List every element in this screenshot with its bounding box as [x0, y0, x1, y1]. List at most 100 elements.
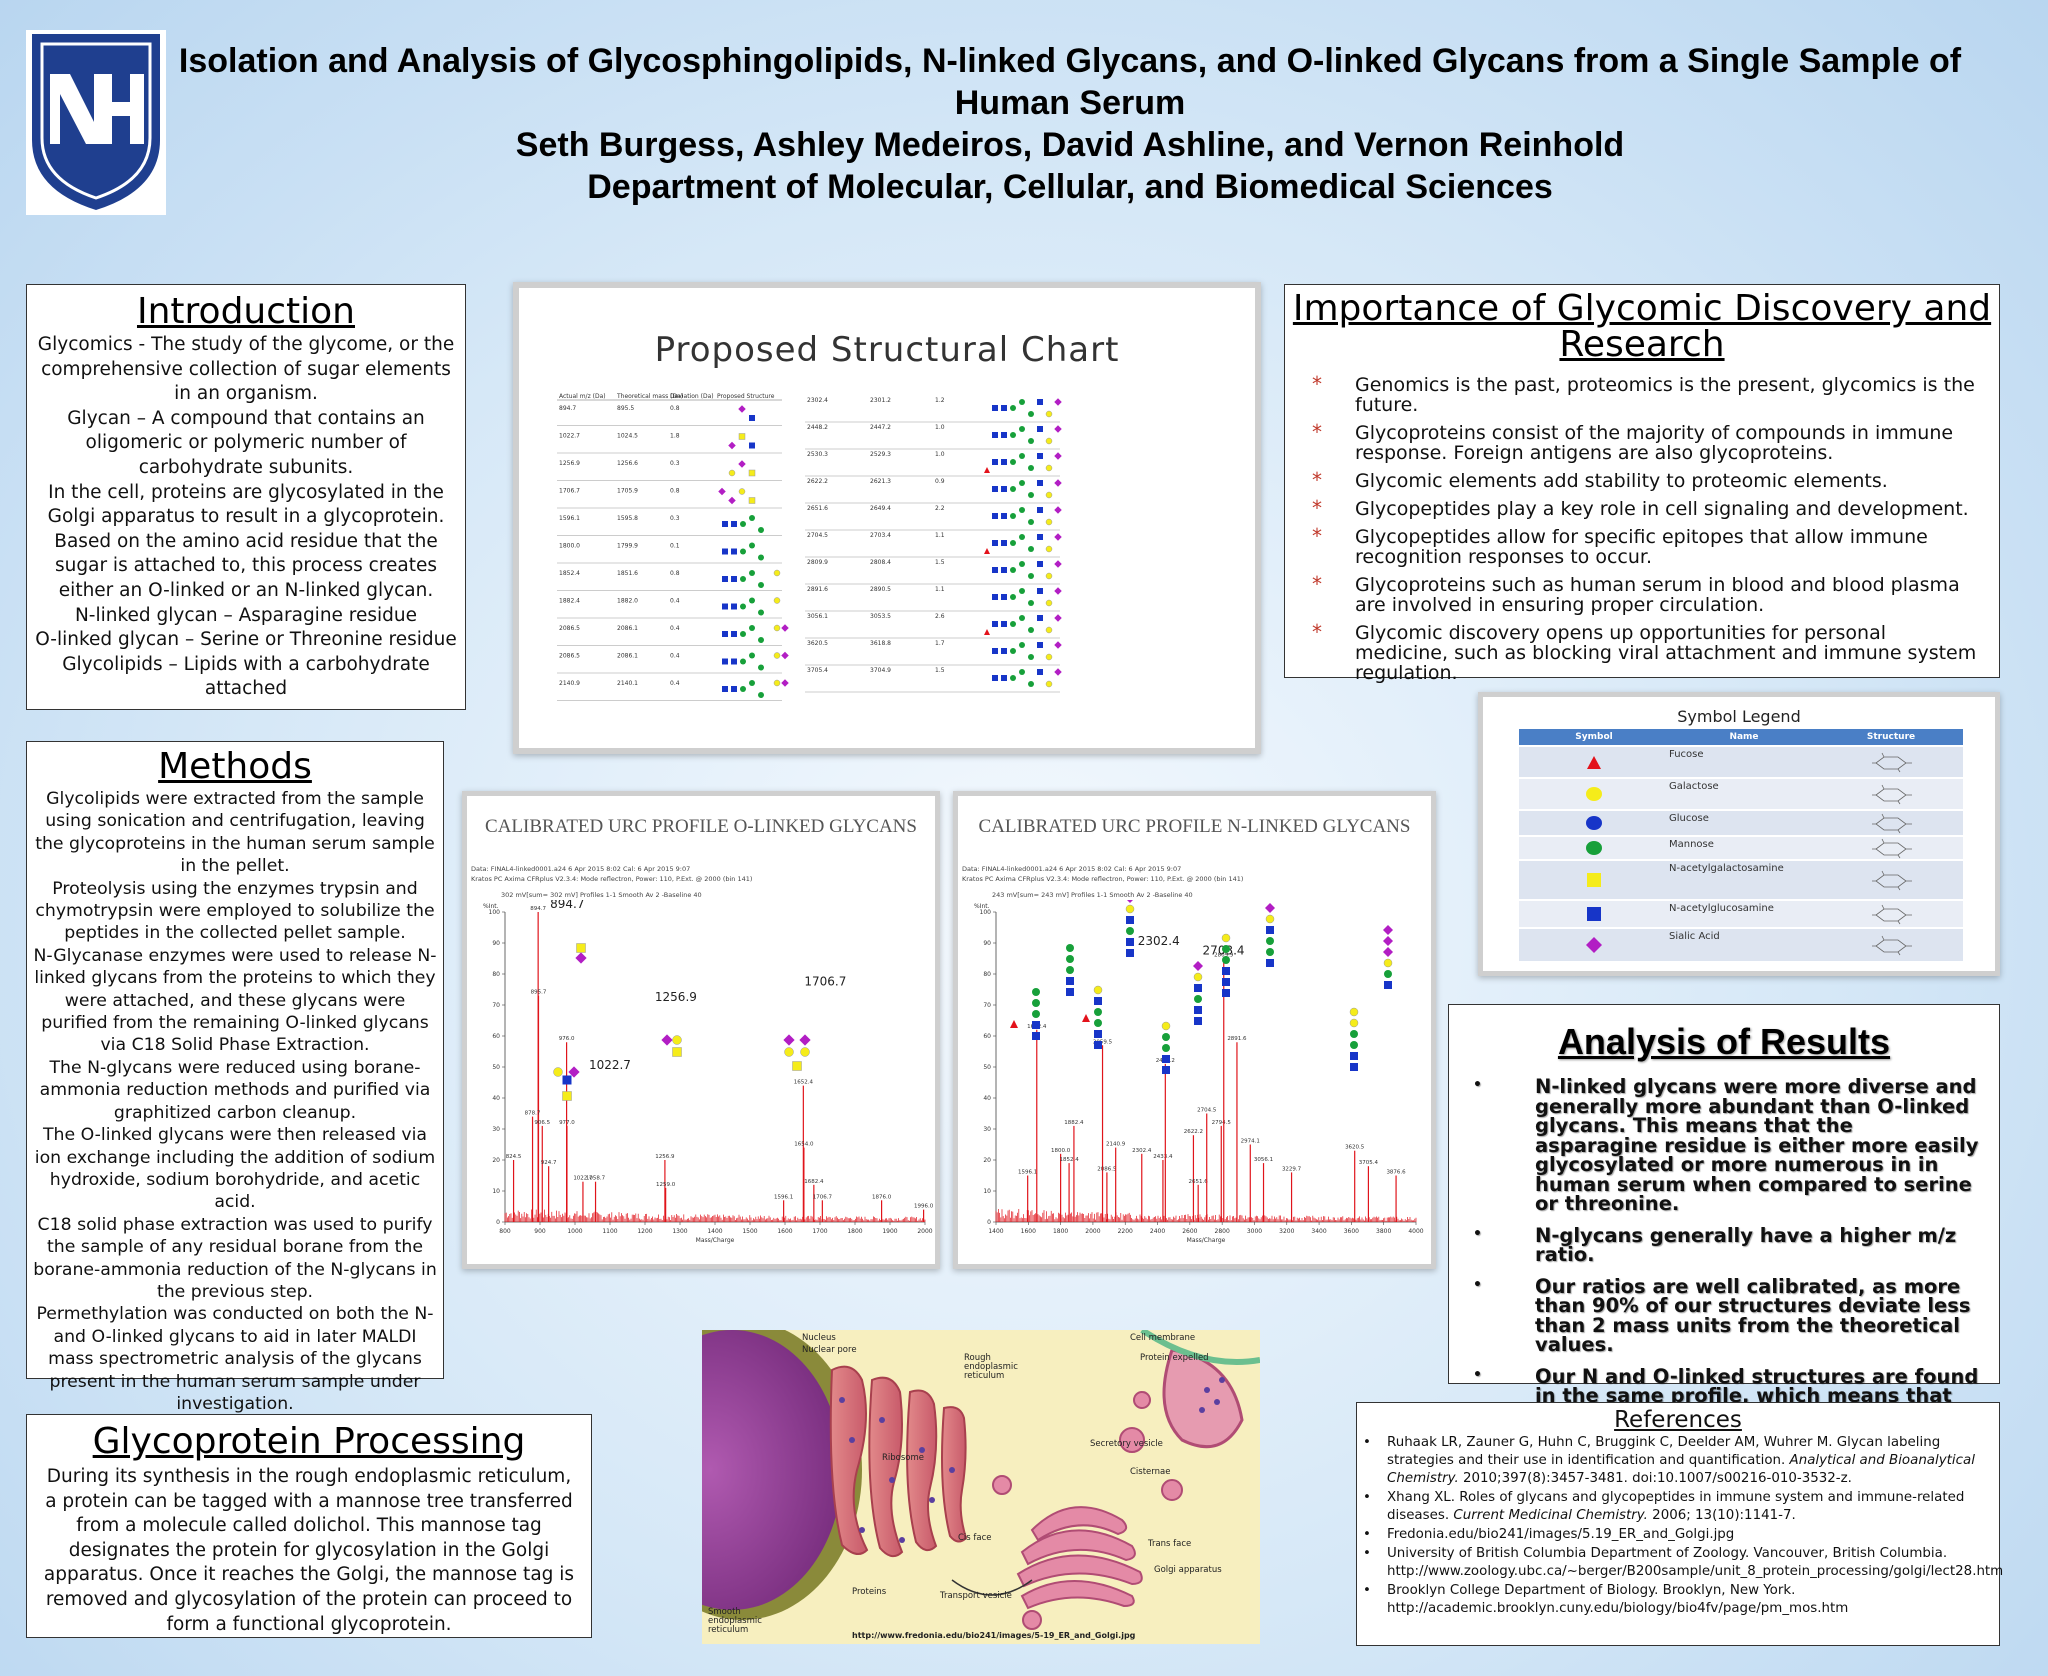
- galactose-symbol: [1045, 491, 1053, 499]
- reference-text: Ruhaak LR, Zauner G, Huhn C, Bruggink C,…: [1387, 1435, 1941, 1468]
- peak-label: 924.7: [541, 1160, 557, 1166]
- glcnac-symbol: [731, 658, 737, 665]
- major-peak-label: 1022.7: [589, 1058, 631, 1072]
- table-cell: 0.4: [670, 653, 680, 660]
- legend-title: Symbol Legend: [1677, 707, 1801, 726]
- x-axis-label: Mass/Charge: [1187, 1237, 1226, 1244]
- table-cell: 2447.2: [870, 424, 891, 431]
- table-cell: 2140.9: [559, 680, 580, 687]
- legend-name: Glucose: [1669, 813, 1709, 824]
- analysis-item: Our ratios are well calibrated, as more …: [1473, 1276, 1979, 1355]
- mannose-symbol: [1066, 955, 1074, 963]
- sialic-acid-symbol: [718, 487, 726, 496]
- y-tick-label: 0: [987, 1219, 991, 1226]
- mannose-symbol: [1028, 465, 1034, 471]
- sialic-acid-symbol: [781, 651, 789, 660]
- mannose-symbol: [1010, 432, 1016, 438]
- glcnac-symbol: [722, 548, 728, 555]
- peak-label: 977.0: [559, 1120, 575, 1126]
- mannose-symbol: [1066, 966, 1074, 974]
- glcnac-symbol: [731, 686, 737, 692]
- legend-row: Mannose: [1519, 837, 1963, 859]
- cell-figure-label: Nucleus: [802, 1333, 836, 1343]
- sialic-acid-symbol: [575, 952, 587, 964]
- table-cell: 895.5: [617, 405, 634, 412]
- mannose-symbol: [1010, 594, 1016, 600]
- legend-symbol: [1587, 873, 1601, 887]
- mannose-symbol: [1028, 573, 1034, 579]
- structure-drawing-icon: [1819, 903, 1963, 925]
- peak-label: 1800.0: [1051, 1148, 1071, 1154]
- mannose-symbol: [1019, 615, 1025, 621]
- legend-symbol: [1586, 841, 1602, 855]
- table-cell: 3704.9: [870, 667, 891, 674]
- mannose-symbol: [1162, 1044, 1170, 1052]
- mannose-symbol: [1028, 627, 1034, 633]
- structure-drawing: [1872, 752, 1912, 773]
- mannose-symbol: [1019, 534, 1025, 540]
- poster-title: Isolation and Analysis of Glycosphingoli…: [170, 40, 1970, 208]
- sialic-acid-symbol: [738, 405, 746, 413]
- ring-outline: [1872, 838, 1912, 859]
- reference-text: University of British Columbia Departmen…: [1387, 1546, 2004, 1579]
- methods-paragraph: Glycolipids were extracted from the samp…: [35, 789, 435, 877]
- title-line-1: Isolation and Analysis of Glycosphingoli…: [178, 42, 1962, 80]
- table-cell: 3053.5: [870, 613, 891, 620]
- glcnac-symbol: [731, 521, 737, 527]
- galactose-symbol: [728, 469, 736, 477]
- table-cell: 2890.5: [870, 586, 891, 593]
- galactose-symbol: [1045, 653, 1053, 661]
- sialic-acid-symbol: [799, 1034, 811, 1046]
- y-tick-label: 10: [492, 1188, 500, 1195]
- glcnac-symbol: [1222, 978, 1230, 986]
- table-cell: 1851.6: [617, 570, 638, 577]
- table-cell: 3705.4: [807, 667, 828, 674]
- cell-figure-label: Trans face: [1148, 1539, 1192, 1549]
- x-tick-label: 900: [534, 1228, 546, 1235]
- importance-item: Glycopeptides play a key role in cell si…: [1312, 498, 1981, 519]
- processing-title: Glycoprotein Processing: [92, 1421, 526, 1462]
- glcnac-symbol: [722, 658, 728, 665]
- peak-label: 2891.6: [1227, 1036, 1247, 1042]
- y-tick-label: 50: [983, 1064, 991, 1071]
- triangle-icon: [1519, 753, 1669, 771]
- fucose-symbol: [984, 467, 990, 473]
- x-tick-label: 2600: [1182, 1228, 1197, 1235]
- glcnac-symbol: [992, 567, 998, 573]
- galactose-symbol: [1383, 958, 1393, 968]
- major-peak-label: 2302.4: [1138, 934, 1180, 948]
- peak-label: 2433.4: [1153, 1154, 1173, 1160]
- structural-chart-frame: Proposed Structural Chart Actual m/z (Da…: [513, 282, 1261, 754]
- sialic-acid-symbol: [1383, 947, 1393, 957]
- table-cell: 1022.7: [559, 433, 580, 440]
- galactose-symbol: [773, 624, 781, 632]
- reference-item: University of British Columbia Departmen…: [1363, 1545, 2003, 1581]
- mannose-symbol: [1019, 453, 1025, 459]
- table-cell: 2086.1: [617, 653, 638, 660]
- table-cell: 0.3: [670, 515, 680, 522]
- mannose-symbol: [1266, 937, 1274, 945]
- mannose-symbol: [1010, 621, 1016, 627]
- table-cell: 0.4: [670, 598, 680, 605]
- intro-paragraph: N-linked glycan – Asparagine residue: [74, 604, 418, 626]
- glcnac-symbol: [1001, 459, 1007, 465]
- er-golgi-figure: Nucleus Nuclear pore Rough endoplasmic ret…: [702, 1330, 1260, 1644]
- reference-citation: 2006; 13(10):1141-7.: [1647, 1508, 1796, 1523]
- peak-label: 2809.9: [1214, 953, 1234, 959]
- sialic-acid-symbol: [1265, 903, 1275, 913]
- glcnac-symbol: [1037, 426, 1043, 432]
- table-cell: 2448.2: [807, 424, 828, 431]
- table-cell: 1.0: [935, 424, 945, 431]
- mannose-symbol: [1066, 944, 1074, 952]
- glcnac-symbol: [731, 576, 737, 582]
- y-tick-label: 50: [492, 1064, 500, 1071]
- table-cell: 1256.6: [617, 460, 638, 467]
- table-cell: 2086.1: [617, 625, 638, 632]
- structure-drawing-icon: [1819, 783, 1963, 805]
- x-tick-label: 2400: [1150, 1228, 1165, 1235]
- sialic-acid-symbol: [1054, 479, 1062, 487]
- galactose-symbol: [1161, 1021, 1171, 1031]
- reference-item: Fredonia.edu/bio241/images/5.19_ER_and_G…: [1363, 1526, 1991, 1544]
- sialic-acid-symbol: [1054, 398, 1062, 406]
- o-profile-title: CALIBRATED URC PROFILE O-LINKED GLYCANS: [485, 816, 917, 837]
